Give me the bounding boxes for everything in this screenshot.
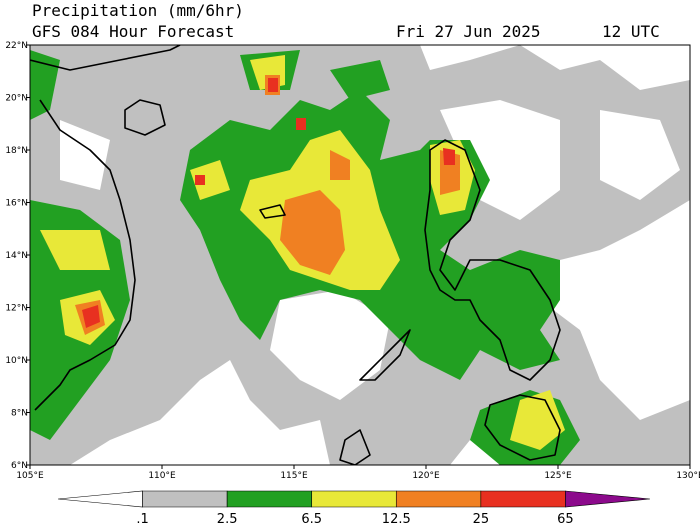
- precip-field: [30, 45, 690, 465]
- colorbar-segment: [565, 490, 651, 508]
- colorbar-label: 65: [557, 512, 574, 525]
- lat-label: 12°N: [5, 304, 28, 314]
- colorbar-segment: [311, 490, 397, 508]
- coastline: [259, 204, 561, 465]
- lat-label: 18°N: [5, 146, 28, 156]
- precip-area: [40, 55, 565, 450]
- colorbar-label: 2.5: [217, 512, 238, 525]
- axis-ticks: 105°E 110°E 115°E 120°E 125°E 130°E 22°N 20°N 18…: [5, 41, 700, 481]
- lon-label: 110°E: [148, 471, 176, 481]
- lon-label: 105°E: [16, 471, 44, 481]
- valid-date: Fri 27 Jun 2025: [396, 22, 541, 41]
- colorbar-label: 6.5: [301, 512, 322, 525]
- coastline: [124, 99, 166, 136]
- colorbar: .1 2.5 6.5 12.5 25 65: [57, 490, 651, 525]
- lon-label: 120°E: [412, 471, 440, 481]
- lat-label: 14°N: [5, 251, 28, 261]
- colorbar-segment: [480, 490, 566, 508]
- dry-area: [60, 100, 680, 400]
- lat-label: 20°N: [5, 94, 28, 104]
- coastline: [424, 139, 561, 381]
- colorbar-label: .1: [136, 512, 148, 525]
- colorbar-label: 12.5: [382, 512, 411, 525]
- subtitle: GFS 084 Hour Forecast: [32, 22, 234, 41]
- colorbar-segment: [142, 490, 228, 508]
- lon-label: 130°E: [676, 471, 700, 481]
- colorbar-label: 25: [473, 512, 490, 525]
- lat-label: 16°N: [5, 199, 28, 209]
- colorbar-segment: [395, 490, 482, 508]
- lat-label: 10°N: [5, 356, 28, 366]
- colorbar-segment: [57, 490, 143, 508]
- lon-label: 125°E: [544, 471, 572, 481]
- lat-label: 8°N: [11, 409, 28, 419]
- colorbar-segment: [226, 490, 313, 508]
- coastline: [30, 45, 181, 411]
- lon-label: 115°E: [280, 471, 308, 481]
- title: Precipitation (mm/6hr): [32, 1, 244, 20]
- valid-time: 12 UTC: [602, 22, 660, 41]
- lat-label: 6°N: [11, 461, 28, 471]
- lat-label: 22°N: [5, 41, 28, 51]
